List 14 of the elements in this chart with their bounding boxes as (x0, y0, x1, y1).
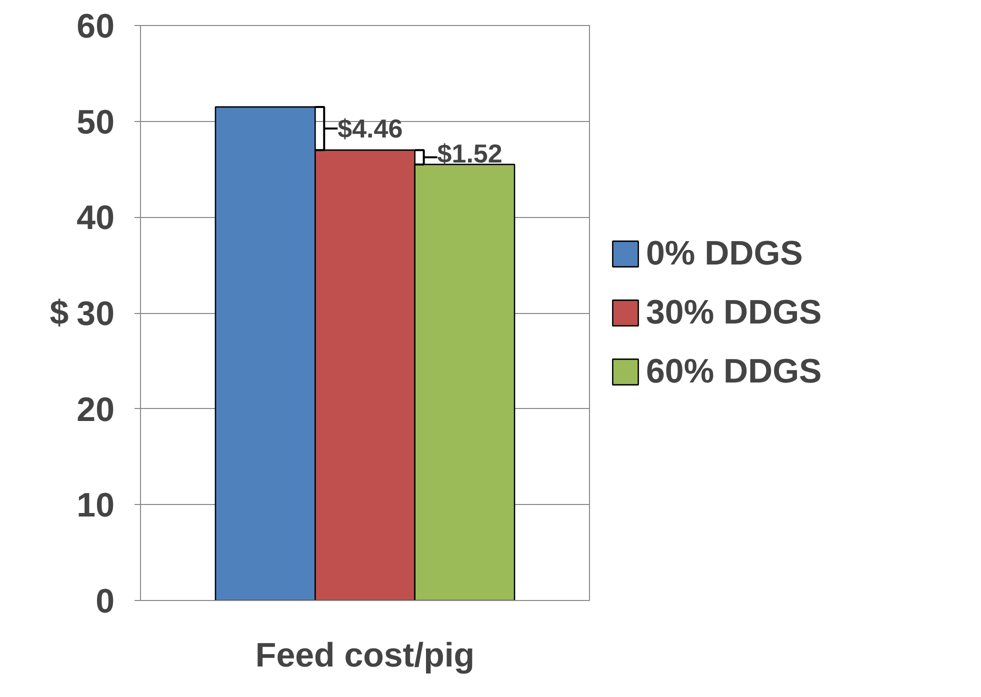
annotation: $4.46 (338, 114, 403, 144)
y-tick-label: 20 (76, 390, 115, 429)
y-tick-label: 0 (96, 582, 115, 620)
x-tick-label: Feed cost/pig (255, 636, 475, 674)
legend-label: 30% DDGS (646, 293, 822, 332)
y-tick-label: 10 (76, 486, 115, 525)
legend-label: 0% DDGS (646, 234, 803, 273)
y-axis-title: $ (50, 294, 69, 332)
annotation: $1.52 (437, 138, 502, 168)
y-tick-label: 30 (76, 295, 115, 333)
y-tick-label: 50 (76, 103, 115, 142)
y-tick-label: 60 (76, 8, 115, 46)
y-tick-label: 40 (76, 199, 115, 238)
legend-label: 60% DDGS (646, 352, 822, 391)
